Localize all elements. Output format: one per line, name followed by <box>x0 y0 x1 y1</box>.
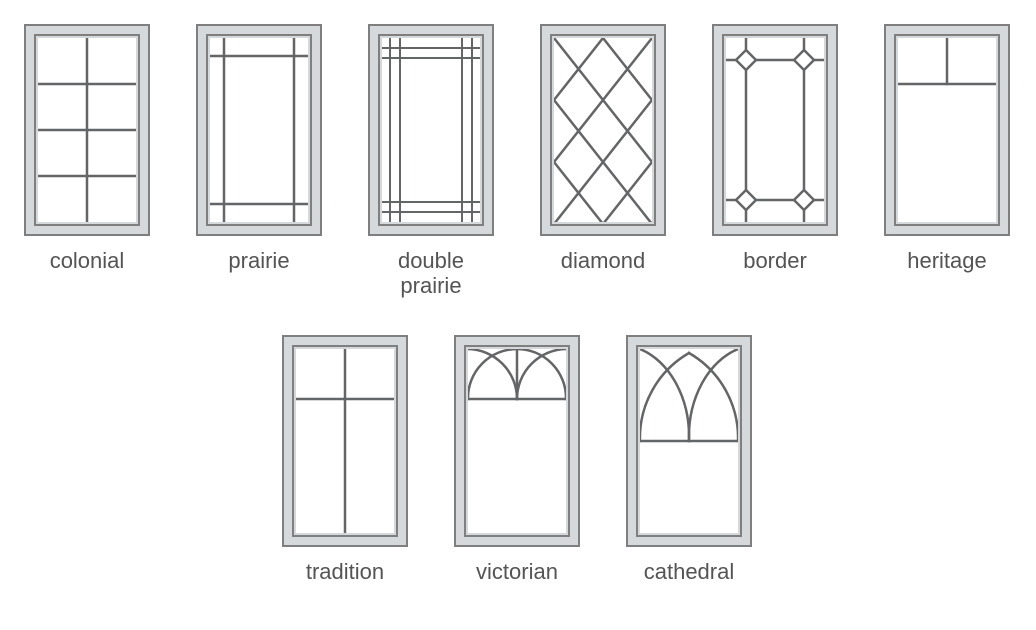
caption: border <box>712 248 838 273</box>
grille-colonial <box>38 38 136 222</box>
caption: doubleprairie <box>368 248 494 299</box>
grille-tradition <box>296 349 394 533</box>
style-heritage: heritage <box>884 24 1010 273</box>
caption: cathedral <box>626 559 752 584</box>
grille-diamond <box>554 38 652 222</box>
grille-victorian <box>468 349 566 533</box>
grille-heritage <box>898 38 996 222</box>
glass-pane <box>296 349 394 533</box>
window-grille-style-diagram: colonial prairie <box>0 0 1036 630</box>
window-frame <box>884 24 1010 236</box>
caption: colonial <box>24 248 150 273</box>
style-victorian: victorian <box>454 335 580 584</box>
caption: prairie <box>196 248 322 273</box>
grille-cathedral <box>640 349 738 533</box>
window-frame <box>196 24 322 236</box>
style-tradition: tradition <box>282 335 408 584</box>
window-frame <box>454 335 580 547</box>
window-frame <box>368 24 494 236</box>
glass-pane <box>554 38 652 222</box>
style-diamond: diamond <box>540 24 666 273</box>
glass-pane <box>382 38 480 222</box>
caption: tradition <box>282 559 408 584</box>
glass-pane <box>468 349 566 533</box>
caption: heritage <box>884 248 1010 273</box>
style-border: border <box>712 24 838 273</box>
glass-pane <box>640 349 738 533</box>
style-double-prairie: doubleprairie <box>368 24 494 299</box>
grille-prairie <box>210 38 308 222</box>
glass-pane <box>898 38 996 222</box>
glass-pane <box>726 38 824 222</box>
window-frame <box>540 24 666 236</box>
window-frame <box>712 24 838 236</box>
caption: victorian <box>454 559 580 584</box>
grille-double-prairie <box>382 38 480 222</box>
window-frame <box>626 335 752 547</box>
style-prairie: prairie <box>196 24 322 273</box>
window-frame <box>24 24 150 236</box>
style-colonial: colonial <box>24 24 150 273</box>
glass-pane <box>210 38 308 222</box>
window-frame <box>282 335 408 547</box>
style-cathedral: cathedral <box>626 335 752 584</box>
glass-pane <box>38 38 136 222</box>
caption: diamond <box>540 248 666 273</box>
grille-border <box>726 38 824 222</box>
